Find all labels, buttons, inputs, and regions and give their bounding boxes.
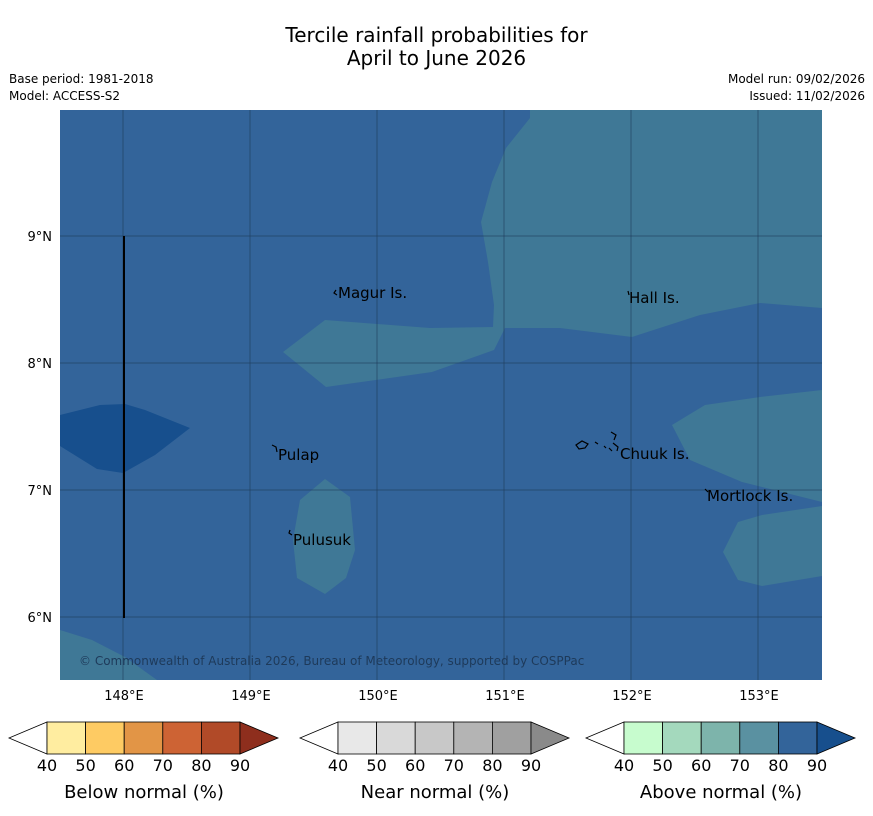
colorbar-segment [778,721,818,755]
region-east-lighter [672,390,822,502]
colorbar-tick-label: 40 [328,756,348,775]
place-label-magur: Magur Is. [338,284,407,302]
island-pulap [271,444,278,453]
colorbar-high-extension [239,721,280,755]
longitude-ticks: 148°E 149°E 150°E 151°E 152°E 153°E [104,689,779,704]
island-chuuk-reef [575,431,619,452]
place-label-pulap: Pulap [278,446,319,464]
colorbar-segment [453,721,493,755]
colorbar-segment [85,721,125,755]
lat-tick-label: 9°N [28,230,53,245]
colorbar-tick-label: 50 [75,756,95,775]
colorbar-segment [376,721,416,755]
colorbar-title: Above normal (%) [640,782,802,803]
island-mortlock [704,488,709,493]
colorbar-tick-label: 90 [807,756,827,775]
colorbar-segment [739,721,779,755]
lon-tick-label: 148°E [104,689,144,704]
colorbar-1: 40 50 60 70 80 90 Below normal (%) [7,721,280,803]
colorbar-tick-label: 60 [114,756,134,775]
model-text: Model: ACCESS-S2 [9,89,121,103]
colorbar-segment [46,721,86,755]
colorbar-tick-label: 90 [230,756,250,775]
colorbar-high-extension [816,721,857,755]
lon-tick-label: 150°E [358,689,398,704]
region-north-east-lighter [283,110,822,387]
colorbar-tick-label: 90 [521,756,541,775]
legend: 40 50 60 70 80 90 Below normal (%) 40 50 60 70 80 90… [7,721,857,803]
lon-tick-label: 149°E [231,689,271,704]
colorbar-segment [414,721,455,755]
colorbar-title: Below normal (%) [64,782,224,803]
colorbar-segment [123,721,164,755]
latitude-ticks: 9°N 8°N 7°N 6°N [28,230,53,626]
colorbar-tick-label: 70 [444,756,464,775]
colorbar-tick-label: 40 [37,756,57,775]
meta-left: Base period: 1981-2018 Model: ACCESS-S2 [9,71,154,105]
title-line-1: Tercile rainfall probabilities for [285,23,588,47]
colorbar-title: Near normal (%) [361,782,510,803]
colorbar-segment [162,721,202,755]
island-outlines [271,289,709,536]
island-pulusuk [288,529,293,536]
colorbar-tick-label: 50 [366,756,386,775]
colorbar-2: 40 50 60 70 80 90 Near normal (%) [298,721,571,803]
place-label-mortlock: Mortlock Is. [707,487,793,505]
island-magur [333,289,338,296]
colorbar-tick-label: 80 [768,756,788,775]
colorbar-low-extension [298,721,339,755]
colorbar-tick-label: 40 [614,756,634,775]
colorbar-tick-label: 60 [691,756,711,775]
meta-right: Model run: 09/02/2026 Issued: 11/02/2026 [728,71,865,105]
colorbar-high-extension [530,721,571,755]
place-label-chuuk: Chuuk Is. [620,445,689,463]
place-label-hall: Hall Is. [629,289,680,307]
colorbar-segment [700,721,741,755]
region-south-east-lighter [723,506,822,586]
lon-tick-label: 151°E [485,689,525,704]
colorbar-tick-label: 60 [405,756,425,775]
island-hall [627,290,630,296]
model-run-text: Model run: 09/02/2026 [727,72,865,86]
colorbar-tick-label: 70 [730,756,750,775]
lat-tick-label: 7°N [28,484,53,499]
copyright-text: © Commonwealth of Australia 2026, Bureau… [79,654,584,668]
map-panel[interactable]: Magur Is. Hall Is. Pulap Chuuk Is. Mortl… [60,110,822,680]
colorbar-3: 40 50 60 70 80 90 Above normal (%) [584,721,857,803]
colorbar-tick-label: 50 [652,756,672,775]
colorbar-segment [491,721,532,755]
issued-text: Issued: 11/02/2026 [749,89,865,103]
colorbar-tick-label: 80 [482,756,502,775]
colorbar-segment [662,721,702,755]
colorbar-segment [337,721,377,755]
title-line-2: April to June 2026 [346,46,527,70]
colorbar-low-extension [584,721,625,755]
lon-tick-label: 153°E [739,689,779,704]
region-south-lighter [293,479,355,594]
colorbar-segment [200,721,241,755]
colorbar-tick-label: 80 [191,756,211,775]
colorbar-tick-label: 70 [153,756,173,775]
colorbar-low-extension [7,721,48,755]
base-period-text: Base period: 1981-2018 [9,72,154,86]
region-south-west-lighter [60,630,157,680]
lat-tick-label: 8°N [28,357,53,372]
lon-tick-label: 152°E [612,689,652,704]
place-label-pulusuk: Pulusuk [293,531,351,549]
colorbar-segment [623,721,663,755]
lat-tick-label: 6°N [28,611,53,626]
